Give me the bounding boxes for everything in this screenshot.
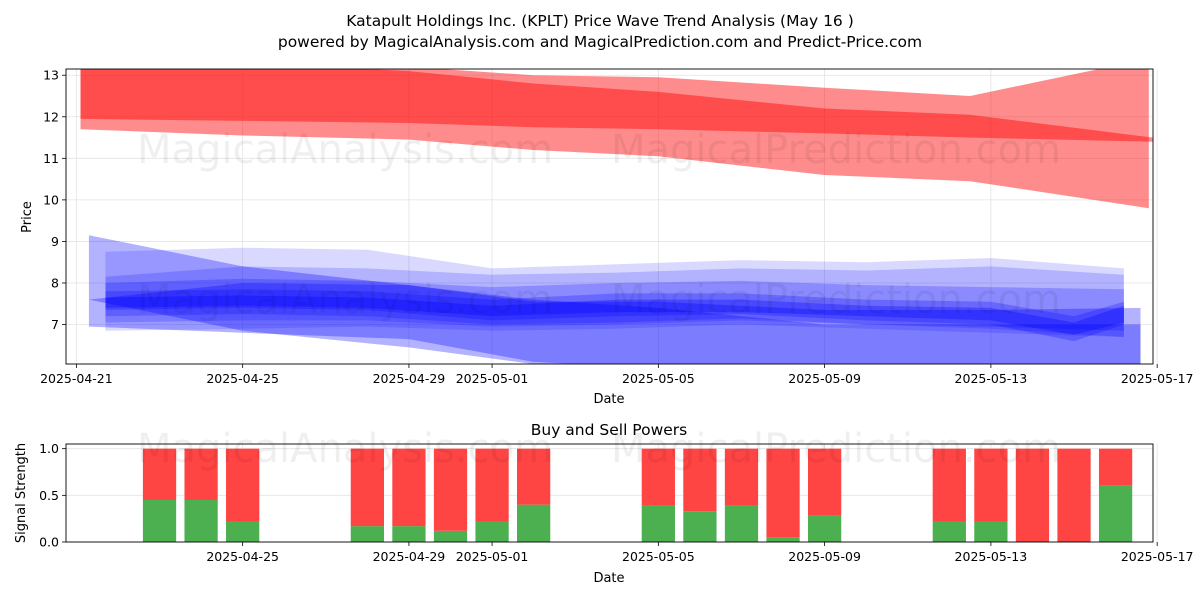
buy-power-bar — [517, 504, 551, 542]
price-y-tick-label: 13 — [43, 68, 59, 83]
price-x-tick-label: 2025-04-25 — [206, 371, 279, 386]
watermark-right-bottom: MagicalPrediction.com — [611, 426, 1061, 472]
price-y-tick-label: 8 — [51, 275, 59, 290]
signal-y-tick-label: 1.0 — [39, 441, 59, 456]
chart-title-line2: powered by MagicalAnalysis.com and Magic… — [278, 33, 922, 51]
signal-y-axis-label: Signal Strength — [14, 443, 29, 543]
blue-wave-band — [88, 283, 1141, 364]
price-plot-frame — [65, 68, 1154, 365]
sell-power-bar — [517, 448, 551, 505]
sell-power-bar — [392, 448, 426, 527]
watermark-right: MagicalPrediction.com — [611, 127, 1061, 173]
signal-x-tick-label: 2025-05-01 — [456, 549, 529, 564]
buy-power-bar — [184, 500, 218, 542]
buy-power-bar — [683, 511, 717, 542]
buy-power-bar — [226, 521, 260, 542]
price-x-tick-label: 2025-04-21 — [40, 371, 113, 386]
buy-power-bar — [1098, 485, 1133, 542]
price-x-tick-label: 2025-05-05 — [622, 371, 695, 386]
blue-wave-band — [105, 247, 1124, 337]
signal-x-axis-label: Date — [593, 571, 624, 586]
price-x-tick-label: 2025-04-29 — [373, 371, 446, 386]
signal-x-tick-label: 2025-05-09 — [788, 549, 861, 564]
watermark-left: MagicalAnalysis.com — [137, 127, 553, 173]
price-y-tick-label: 7 — [51, 317, 59, 332]
blue-wave-band — [88, 235, 1141, 364]
blue-wave-band — [105, 295, 1124, 335]
watermark-right-mid: MagicalPrediction.com — [611, 277, 1061, 323]
red-wave-band — [80, 69, 1149, 209]
signal-x-tick-label: 2025-05-13 — [955, 549, 1028, 564]
buy-power-bar — [766, 537, 800, 542]
sell-power-bar — [807, 448, 842, 516]
blue-wave-band — [105, 278, 1124, 331]
buy-power-bar — [724, 505, 759, 542]
watermark-left-mid: MagicalAnalysis.com — [137, 277, 553, 323]
red-wave-band — [80, 69, 1153, 142]
sell-power-bar — [1057, 448, 1091, 542]
price-grid — [66, 69, 1158, 364]
price-x-tick-label: 2025-05-17 — [1121, 371, 1194, 386]
sell-power-bar — [184, 448, 218, 500]
buy-power-bar — [641, 505, 675, 542]
price-y-tick-label: 9 — [51, 234, 59, 249]
signal-y-tick-label: 0.0 — [39, 535, 59, 550]
sell-power-bar — [475, 448, 509, 522]
buy-power-bar — [392, 526, 426, 542]
sell-power-bar — [433, 448, 468, 531]
sell-power-bar — [683, 448, 717, 512]
price-bands — [80, 69, 1153, 364]
buy-power-bar — [142, 500, 177, 542]
signal-plot-frame — [65, 443, 1154, 543]
buy-power-bar — [932, 521, 966, 542]
sell-power-bar — [1015, 448, 1050, 542]
sell-power-bar — [974, 448, 1008, 522]
price-x-axis-label: Date — [593, 392, 624, 407]
buy-power-bar — [475, 521, 509, 542]
price-x-tick-label: 2025-05-13 — [955, 371, 1028, 386]
price-y-tick-label: 10 — [43, 192, 59, 207]
price-plot: MagicalAnalysis.com MagicalPrediction.co… — [20, 68, 1193, 407]
sell-power-bar — [766, 448, 800, 538]
price-x-tick-label: 2025-05-01 — [456, 371, 529, 386]
chart-title-line1: Katapult Holdings Inc. (KPLT) Price Wave… — [346, 12, 854, 30]
signal-y-tick-label: 0.5 — [39, 488, 59, 503]
signal-y-ticks: 0.0 0.5 1.0 — [39, 441, 66, 550]
signal-plot: Buy and Sell Powers MagicalAnalysis.com … — [14, 421, 1193, 586]
sell-power-bar — [932, 448, 966, 522]
sell-power-bar — [641, 448, 675, 506]
buy-power-bar — [433, 530, 468, 542]
signal-x-tick-label: 2025-04-25 — [206, 549, 279, 564]
signal-chart-title: Buy and Sell Powers — [531, 421, 688, 439]
price-x-ticks: 2025-04-21 2025-04-25 2025-04-29 2025-05-01… — [40, 364, 1193, 386]
signal-x-tick-label: 2025-04-29 — [373, 549, 446, 564]
sell-power-bar — [350, 448, 384, 527]
signal-bars — [142, 448, 1133, 542]
price-x-tick-label: 2025-05-09 — [788, 371, 861, 386]
buy-power-bar — [807, 515, 842, 542]
sell-power-bar — [724, 448, 759, 506]
price-y-axis-label: Price — [20, 201, 35, 233]
sell-power-bar — [142, 448, 177, 500]
blue-wave-band — [105, 266, 1124, 337]
watermark-left-bottom: MagicalAnalysis.com — [137, 426, 553, 472]
buy-power-bar — [350, 526, 384, 542]
sell-power-bar — [226, 448, 260, 522]
signal-x-ticks: 2025-04-25 2025-04-29 2025-05-01 2025-05-05… — [206, 542, 1193, 564]
buy-power-bar — [974, 521, 1008, 542]
sell-power-bar — [1098, 448, 1133, 486]
blue-wave-band — [105, 289, 1124, 342]
signal-x-tick-label: 2025-05-17 — [1121, 549, 1194, 564]
price-y-ticks: 7 8 9 10 11 12 13 — [43, 68, 66, 332]
price-y-tick-label: 11 — [43, 151, 59, 166]
price-y-tick-label: 12 — [43, 109, 59, 124]
signal-x-tick-label: 2025-05-05 — [622, 549, 695, 564]
